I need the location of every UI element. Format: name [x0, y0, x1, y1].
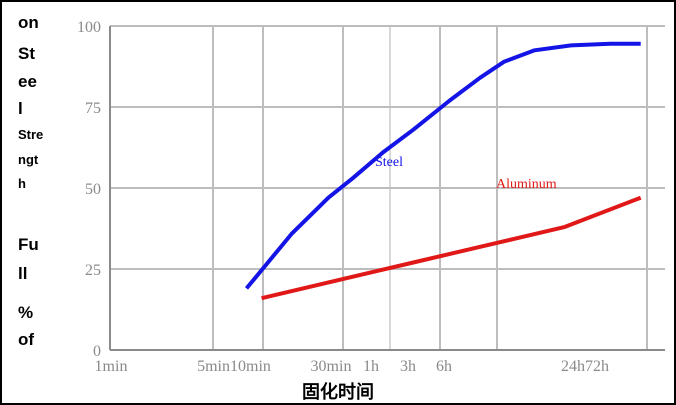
x-tick-label: 30min — [311, 358, 352, 375]
y-axis-label-line: h — [18, 176, 26, 191]
series-line-steel — [244, 41, 641, 290]
y-axis-label-line: ngt — [18, 152, 39, 167]
y-axis-label-line: ee — [18, 72, 37, 91]
y-tick-label: 25 — [85, 262, 101, 279]
series-line-aluminum — [261, 195, 642, 301]
y-axis-label-line: on — [18, 13, 39, 32]
x-tick-label: 6h — [436, 358, 452, 375]
y-axis-label-line: % — [18, 303, 34, 322]
y-tick-label: 100 — [77, 19, 101, 36]
y-tick-label: 0 — [93, 343, 101, 360]
y-axis-label-line: ll — [18, 264, 28, 283]
y-axis-label-line: of — [18, 330, 35, 349]
x-tick-label: 5min10min — [197, 358, 271, 375]
x-tick-label: 3h — [400, 358, 416, 375]
series-label-aluminum: Aluminum — [496, 177, 557, 192]
y-tick-label: 75 — [85, 100, 101, 117]
series-layer — [244, 41, 642, 301]
x-axis-label: 固化时间 — [302, 382, 374, 403]
series-label-steel: Steel — [375, 155, 403, 170]
x-tick-label: 24h72h — [561, 358, 609, 375]
x-tick-label: 1min — [95, 358, 128, 375]
x-tick-label: 1h — [363, 358, 379, 375]
label-layer: Steel Aluminum — [375, 155, 557, 192]
y-axis-label-line: l — [18, 99, 23, 118]
y-tick-label: 50 — [85, 181, 101, 198]
y-axis-label-line: St — [18, 44, 35, 63]
y-axis-label-line: Fu — [18, 235, 39, 254]
grid-layer — [110, 25, 665, 350]
y-axis-label-line: Stre — [18, 127, 44, 142]
axis-layer: 0 25 50 75 100 1min 5min10min 30min 1h 3h 6h 24h72h — [77, 19, 665, 375]
